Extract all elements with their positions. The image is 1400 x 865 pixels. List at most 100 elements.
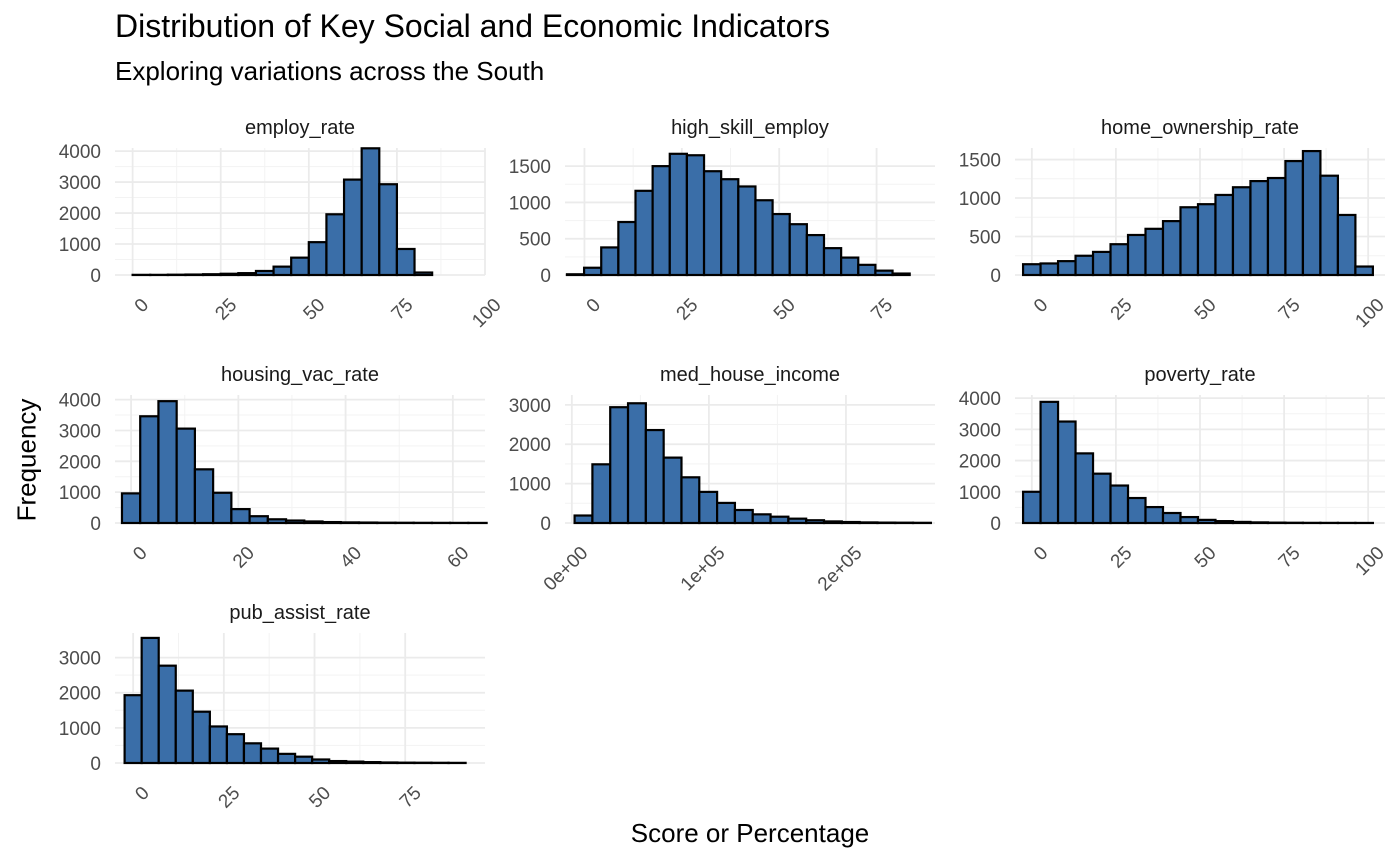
histogram-bar (737, 185, 757, 277)
histogram-bar (769, 515, 790, 525)
x-tick-label: 25 (215, 783, 245, 813)
histogram-bar (174, 689, 194, 765)
histogram-bar (139, 415, 160, 525)
y-tick-label: 0 (90, 754, 101, 775)
y-tick-label: 0 (990, 514, 1001, 535)
histogram-bar (874, 269, 894, 277)
x-tick-label: 100 (1351, 543, 1388, 580)
histogram-bar (201, 273, 222, 277)
histogram-bar (662, 456, 683, 525)
x-tick-label: 0e+00 (540, 543, 593, 596)
histogram-bar (565, 273, 586, 277)
histogram-bar (858, 521, 879, 525)
histogram-bar (1301, 149, 1322, 277)
x-tick-label: 0 (131, 783, 153, 805)
histogram-bar (242, 742, 263, 765)
y-tick-label: 3000 (59, 173, 101, 194)
histogram-bar (626, 402, 647, 525)
histogram-bar (413, 271, 434, 277)
histogram-bar (787, 517, 808, 525)
x-tick-label: 20 (229, 543, 259, 573)
histogram-bar (1266, 176, 1287, 277)
histogram-bar (1354, 265, 1374, 277)
facet-high_skill_employ: high_skill_employ 0 500 1000 1500 0 25 50 75 (509, 117, 935, 325)
histogram-bar (788, 223, 808, 277)
histogram-bar (1284, 159, 1305, 277)
histogram-bar (345, 760, 365, 765)
facet-employ_rate: employ_rate 0 1000 2000 3000 4000 0 25 50 75 100 (59, 117, 506, 332)
histogram-bar (248, 515, 269, 525)
y-tick-label: 1000 (59, 235, 101, 256)
histogram-bar (680, 476, 701, 525)
histogram-bar (771, 212, 791, 277)
x-tick-label: 25 (673, 295, 703, 325)
histogram-bar (157, 664, 177, 765)
facet-title: med_house_income (660, 364, 840, 386)
histogram-bar (617, 220, 637, 277)
y-tick-label: 0 (540, 266, 551, 287)
histogram-bar (1144, 505, 1165, 525)
y-tick-label: 4000 (59, 142, 101, 163)
histogram-bar (1214, 193, 1235, 277)
facet-housing_vac_rate: housing_vac_rate 0 1000 2000 3000 4000 0 20 40 60 (59, 364, 488, 573)
x-tick-label: 75 (1275, 295, 1305, 325)
histogram-bar (272, 265, 293, 277)
x-tick-label: 0 (1030, 295, 1052, 317)
histogram-bar (733, 508, 754, 525)
histogram-bar (123, 694, 143, 765)
histogram-bar (751, 513, 772, 525)
histogram-bar (1319, 174, 1340, 277)
y-tick-label: 2000 (59, 204, 101, 225)
histogram-bar (651, 165, 671, 277)
y-tick-label: 2000 (59, 452, 101, 473)
histogram-bar (1109, 243, 1130, 277)
histogram-bar (303, 520, 324, 525)
histogram-bar (1196, 518, 1217, 525)
histogram-bar (1196, 203, 1217, 277)
x-tick-label: 0 (1030, 543, 1052, 565)
chart-subtitle: Exploring variations across the South (115, 56, 545, 86)
histogram-bar (1249, 179, 1270, 277)
y-tick-label: 0 (90, 266, 101, 287)
histogram-bar (754, 199, 774, 277)
histogram-bar (609, 406, 630, 525)
histogram-bar (328, 759, 348, 765)
histogram-bar (290, 256, 310, 277)
x-tick-label: 25 (1107, 543, 1137, 573)
y-tick-label: 1500 (509, 157, 551, 178)
x-tick-label: 60 (444, 543, 474, 573)
histogram-bar (362, 761, 382, 765)
histogram-bar (582, 266, 603, 277)
facet-med_house_income: med_house_income 0 1000 2000 3000 0e+00 1e+05 2… (509, 364, 935, 595)
histogram-bar (1161, 220, 1182, 277)
histogram-bar (1231, 520, 1252, 525)
histogram-bar (284, 519, 306, 525)
histogram-bar (230, 508, 251, 525)
facet-title: employ_rate (245, 117, 355, 139)
y-tick-label: 0 (540, 514, 551, 535)
x-tick-label: 50 (1191, 543, 1221, 573)
facet-poverty_rate: poverty_rate 0 1000 2000 3000 4000 0 25 50 75 100 (959, 364, 1389, 580)
histogram-bar (591, 463, 612, 525)
x-tick-label: 25 (1107, 295, 1137, 325)
x-tick-label: 0 (131, 295, 153, 317)
y-tick-label: 500 (969, 228, 1001, 249)
histogram-bar (1126, 233, 1147, 277)
histogram-bar (266, 518, 288, 525)
histogram-bar (379, 761, 399, 765)
histogram-bar (1056, 420, 1077, 525)
y-tick-label: 0 (990, 266, 1001, 287)
histogram-bar (175, 427, 196, 525)
histogram-bar (140, 636, 160, 765)
y-tick-label: 3000 (59, 421, 101, 442)
histogram-bar (685, 154, 706, 277)
y-tick-label: 500 (519, 230, 551, 251)
x-tick-label: 25 (212, 295, 242, 325)
x-tick-label: 50 (300, 295, 330, 325)
y-tick-label: 1500 (959, 151, 1001, 172)
histogram-bar (294, 755, 314, 765)
histogram-bar (668, 152, 689, 277)
y-tick-label: 3000 (959, 420, 1001, 441)
histogram-bar (840, 256, 860, 277)
